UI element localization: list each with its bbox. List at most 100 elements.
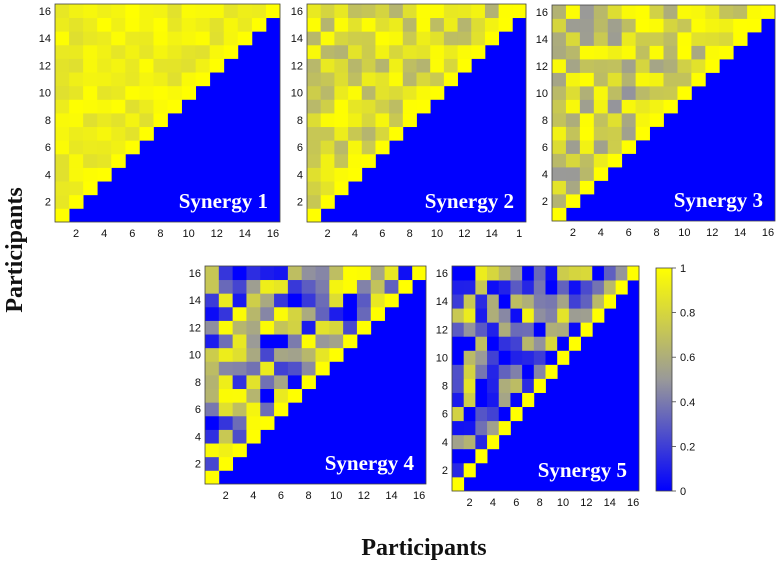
heatmap-cell: [205, 293, 220, 308]
heatmap-cell: [232, 279, 247, 294]
heatmap-cell: [691, 5, 706, 19]
x-tick-label: 2: [324, 228, 330, 240]
heatmap-cell: [552, 18, 567, 33]
heatmap-cell: [452, 476, 465, 492]
x-axis-title: Participants: [361, 535, 486, 561]
heatmap-cell: [565, 72, 581, 87]
heatmap-cell: [545, 364, 558, 379]
heatmap-cell: [389, 31, 404, 46]
heatmap-cell: [621, 72, 637, 87]
heatmap-cell: [443, 4, 458, 19]
heatmap-cell: [487, 336, 500, 351]
heatmap-cell: [580, 280, 593, 295]
heatmap-cell: [260, 375, 275, 390]
x-tick-label: 10: [182, 228, 194, 240]
heatmap-cell: [430, 58, 445, 73]
heatmap-cell: [232, 266, 247, 281]
heatmap-cell: [69, 44, 84, 59]
heatmap-cell: [545, 350, 558, 365]
y-tick-label: 16: [291, 6, 303, 18]
heatmap-cell: [274, 293, 289, 308]
heatmap-cell: [307, 153, 322, 168]
heatmap-cell: [69, 4, 84, 19]
heatmap-cell: [361, 153, 376, 168]
heatmap-cell: [552, 72, 567, 87]
panel-frame: [306, 3, 527, 223]
heatmap-cell: [139, 99, 154, 114]
heatmap-cell: [398, 279, 413, 294]
heatmap-cell: [83, 31, 98, 46]
heatmap-cell: [195, 72, 211, 87]
heatmap-cell: [111, 153, 126, 168]
y-tick-label: 16: [39, 6, 51, 18]
heatmap-cell: [545, 294, 558, 309]
heatmap-cell: [370, 293, 385, 308]
y-tick-label: 4: [442, 437, 448, 449]
heatmap-cell: [307, 31, 322, 46]
heatmap-cell: [487, 406, 500, 422]
heatmap-cell: [209, 58, 225, 73]
heatmap-cell: [635, 113, 650, 127]
heatmap-cell: [246, 279, 261, 294]
heatmap-cell: [457, 17, 472, 32]
heatmap-cell: [125, 140, 140, 155]
heatmap-cell: [195, 31, 211, 46]
heatmap-cell: [260, 361, 275, 376]
heatmap-cell: [55, 99, 70, 114]
heatmap-cell: [205, 361, 220, 376]
heatmap-cell: [579, 45, 595, 60]
heatmap-cell: [69, 140, 84, 155]
heatmap-cell: [348, 58, 363, 73]
heatmap-cell: [621, 32, 637, 46]
heatmap-cell: [565, 59, 581, 73]
heatmap-cell: [329, 266, 344, 281]
heatmap-cell: [334, 126, 349, 141]
heatmap-cell: [69, 99, 84, 114]
heatmap-cell: [452, 266, 465, 281]
heatmap-cell: [607, 126, 623, 141]
heatmap-cell: [167, 99, 182, 114]
heatmap-cell: [579, 59, 595, 73]
heatmap-cell: [246, 402, 261, 417]
heatmap-cell: [320, 194, 335, 209]
heatmap-cell: [649, 45, 664, 60]
heatmap-cell: [218, 347, 234, 362]
heatmap-cell: [315, 306, 330, 321]
x-tick-label: 6: [278, 490, 284, 502]
heatmap-cell: [533, 266, 546, 281]
heatmap-cell: [565, 194, 581, 208]
heatmap-cell: [69, 126, 84, 141]
heatmap-cell: [635, 72, 650, 87]
heatmap-cell: [334, 17, 349, 32]
heatmap-cell: [356, 306, 372, 321]
heatmap-cell: [274, 320, 289, 335]
heatmap-cell: [334, 113, 349, 128]
heatmap-cell: [705, 5, 720, 19]
x-tick-label: 16: [413, 490, 425, 502]
heatmap-cell: [83, 17, 98, 32]
heatmap-cell: [232, 402, 247, 417]
heatmap-cell: [627, 266, 640, 281]
heatmap-cell: [498, 266, 511, 281]
heatmap-cell: [533, 308, 546, 323]
heatmap-cell: [733, 5, 748, 19]
heatmap-cell: [348, 31, 363, 46]
heatmap-cell: [375, 17, 390, 32]
x-tick-label: 16: [267, 228, 279, 240]
heatmap-cell: [463, 406, 476, 422]
heatmap-cell: [69, 167, 84, 182]
heatmap-cell: [361, 140, 376, 155]
y-tick-label: 14: [291, 33, 303, 45]
heatmap-cell: [430, 72, 445, 87]
heatmap-cell: [153, 58, 168, 73]
heatmap-panel-1: 2 4 6 8 10 12 14 16 2 4 6 8 10 12 14 16 Synergy 1: [39, 3, 281, 240]
heatmap-cell: [153, 4, 168, 19]
heatmap-cell: [565, 167, 581, 181]
x-tick-label: 6: [626, 227, 632, 239]
heatmap-cell: [579, 126, 595, 141]
heatmap-cell: [97, 58, 112, 73]
heatmap-cell: [301, 347, 316, 362]
heatmap-cell: [510, 294, 523, 309]
heatmap-cell: [356, 279, 372, 294]
heatmap-cell: [498, 378, 511, 393]
